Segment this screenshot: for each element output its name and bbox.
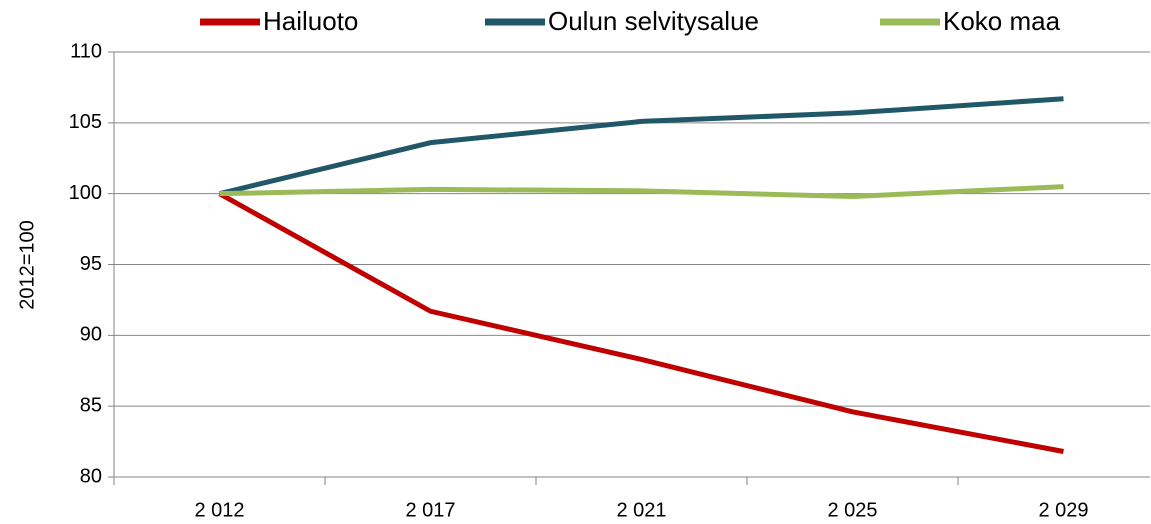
y-tick-label: 110 [70,40,102,62]
series-line [218,191,1064,454]
x-tick-label: 2 021 [616,499,666,521]
x-tick-label: 2 029 [1038,499,1088,521]
y-tick-label: 95 [80,253,102,275]
y-tick-label: 100 [69,182,102,204]
y-tick-label: 85 [80,394,102,416]
y-tick-label: 90 [80,324,102,346]
x-tick-label: 2 012 [194,499,244,521]
x-tick-label: 2 017 [405,499,455,521]
legend-label: Hailuoto [263,6,358,36]
legend-label: Oulun selvitysalue [548,6,759,36]
series-line [219,184,1064,199]
series-line [218,96,1064,197]
legend-label: Koko maa [943,6,1061,36]
y-axis-label: 2012=100 [16,220,38,310]
x-tick-label: 2 025 [827,499,877,521]
y-tick-label: 80 [80,465,102,487]
y-tick-label: 105 [69,111,102,133]
